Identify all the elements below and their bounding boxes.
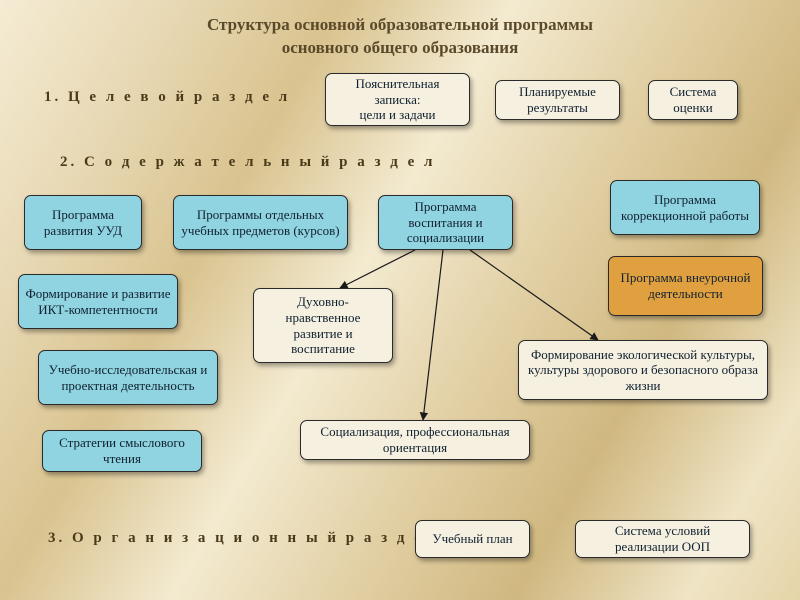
- box-vospit: Программа воспитания и социализации: [378, 195, 513, 250]
- section-s2: 2. С о д е р ж а т е л ь н ы й р а з д е…: [60, 154, 435, 171]
- section-s3: 3. О р г а н и з а ц и о н н ы й р а з д…: [48, 530, 442, 547]
- section-s1: 1. Ц е л е в о й р а з д е л: [44, 89, 290, 106]
- box-social: Социализация, профессиональная ориентаци…: [300, 420, 530, 460]
- title-line1: Структура основной образовательной прогр…: [207, 15, 593, 34]
- box-korrekt: Программа коррекционной работы: [610, 180, 760, 235]
- box-planir: Планируемые результаты: [495, 80, 620, 120]
- box-issled: Учебно-исследовательская и проектная дея…: [38, 350, 218, 405]
- box-vneuroch: Программа внеурочной деятельности: [608, 256, 763, 316]
- title-line2: основного общего образования: [282, 38, 519, 57]
- box-uud: Программа развития УУД: [24, 195, 142, 250]
- box-ikt: Формирование и развитие ИКТ-компетентнос…: [18, 274, 178, 329]
- box-predmet: Программы отдельных учебных предметов (к…: [173, 195, 348, 250]
- box-chtenie: Стратегии смыслового чтения: [42, 430, 202, 472]
- page-title: Структура основной образовательной прогр…: [0, 14, 800, 60]
- box-ekolog: Формирование экологической культуры, кул…: [518, 340, 768, 400]
- box-sistocen: Система оценки: [648, 80, 738, 120]
- box-uchplan: Учебный план: [415, 520, 530, 558]
- box-duhovno: Духовно-нравственное развитие и воспитан…: [253, 288, 393, 363]
- box-poyasnit: Пояснительная записка:цели и задачи: [325, 73, 470, 126]
- box-uslov: Система условий реализации ООП: [575, 520, 750, 558]
